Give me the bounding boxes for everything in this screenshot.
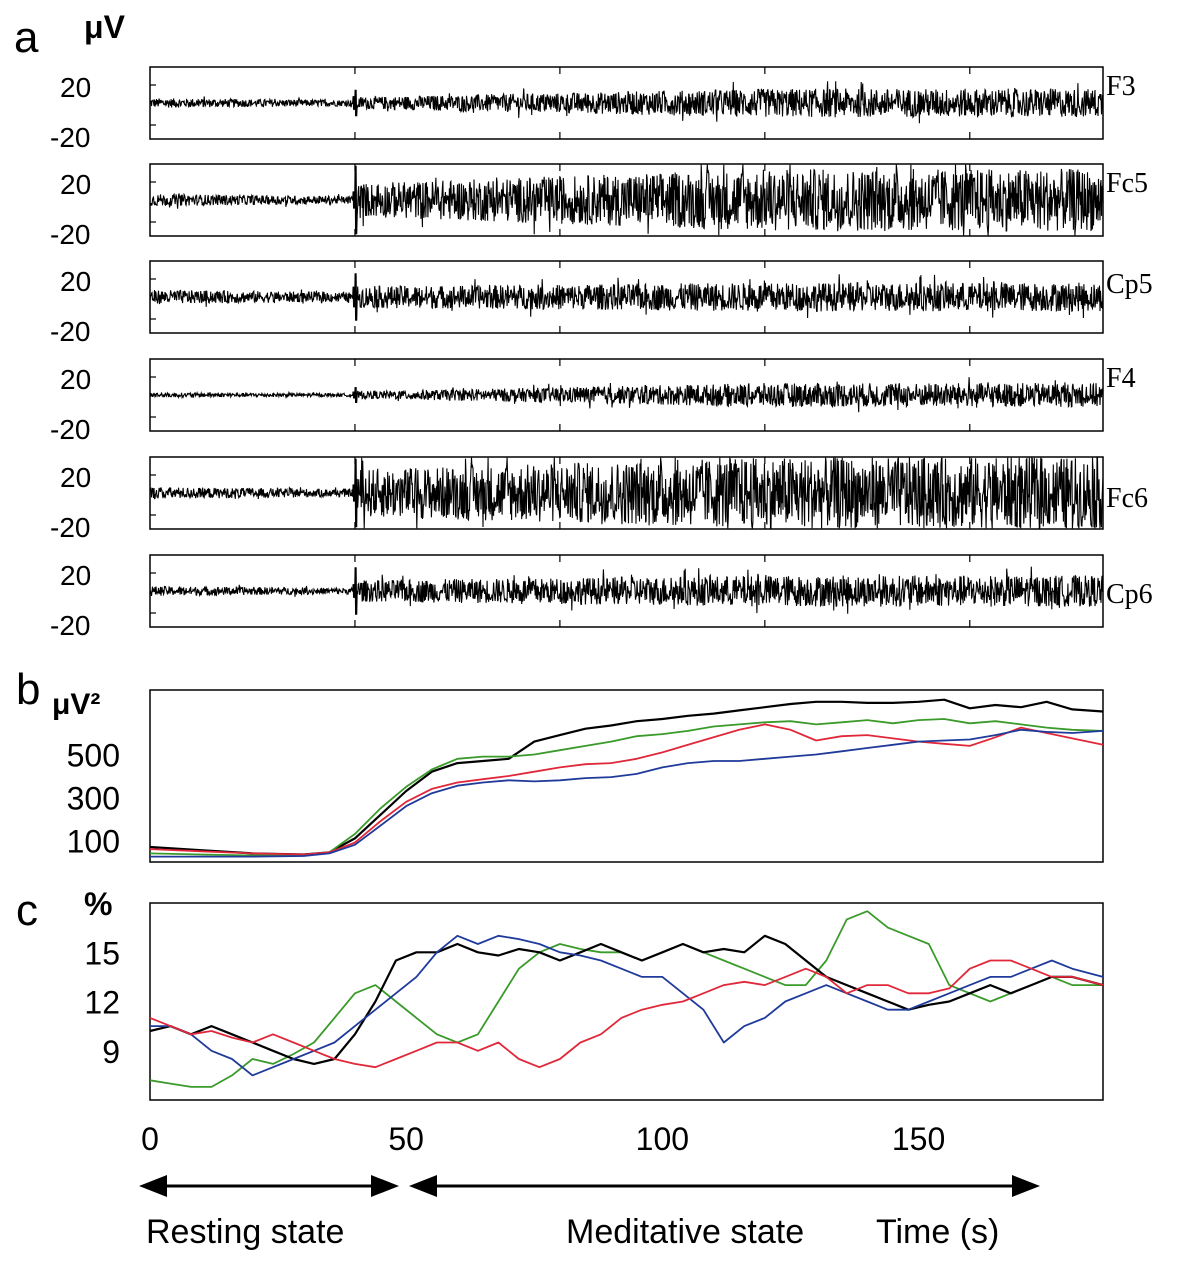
percent-panel-ytick-label: 9 [102, 1034, 120, 1070]
x-tick-label: 150 [892, 1121, 945, 1157]
meditative-state-label: Meditative state [566, 1213, 804, 1251]
x-tick-label: 50 [388, 1121, 424, 1157]
percent-panel-series-red [149, 959, 1104, 1069]
resting-state-label: Resting state [146, 1213, 344, 1251]
power-panel-series-blue [150, 728, 1104, 858]
eeg-frame [149, 358, 1104, 432]
eeg-trace-cp6 [149, 566, 1104, 615]
eeg-ytick-label: 20 [60, 364, 91, 395]
power-panel-frame [149, 689, 1104, 863]
channel-label-fc6: Fc6 [1106, 483, 1148, 514]
x-tick-label: 0 [141, 1121, 159, 1157]
eeg-ytick-label: -20 [50, 610, 90, 641]
percent-panel-series-blue [150, 934, 1104, 1077]
percent-panel-ytick-label: 12 [84, 985, 120, 1021]
eeg-trace-f3 [149, 81, 1104, 124]
channel-label-cp5: Cp5 [1106, 269, 1153, 300]
channel-label-f4: F4 [1106, 363, 1136, 394]
eeg-channel-f3: 20 -20 F3 [50, 66, 1136, 153]
panel-letter-b: b [16, 665, 40, 714]
power-panel-ytick-label: 300 [67, 781, 120, 817]
power-panel-series-red [149, 723, 1104, 856]
eeg-channel-cp5: 20 -20 Cp5 [50, 260, 1153, 347]
channel-label-fc5: Fc5 [1106, 168, 1148, 199]
percent-panel: 9 12 15 [84, 902, 1104, 1101]
eeg-ytick-label: 20 [60, 266, 91, 297]
eeg-trace-fc5 [149, 164, 1104, 236]
eeg-channel-cp6: 20 -20 Cp6 [50, 554, 1153, 641]
eeg-unit-label: μV [84, 9, 126, 45]
percent-panel-series-black [149, 934, 1104, 1066]
eeg-ytick-label: -20 [50, 512, 90, 543]
eeg-ytick-label: 20 [60, 169, 91, 200]
channel-label-f3: F3 [1106, 71, 1136, 102]
eeg-ytick-label: 20 [60, 462, 91, 493]
eeg-trace-fc6 [149, 456, 1104, 529]
eeg-ytick-label: 20 [60, 560, 91, 591]
resting-arrow [139, 1175, 399, 1197]
eeg-ytick-label: 20 [60, 72, 91, 103]
percent-panel-frame [149, 902, 1104, 1101]
channel-label-cp6: Cp6 [1106, 579, 1153, 610]
eeg-panel: 20-20F320-20Fc520-20Cp520-20F420-20Fc620… [50, 66, 1153, 641]
eeg-channel-fc5: 20 -20 Fc5 [50, 163, 1148, 250]
power-panel: 100 300 500 [67, 689, 1104, 863]
eeg-ytick-label: -20 [50, 414, 90, 445]
power-panel-series-black [149, 698, 1104, 856]
percent-panel-ytick-label: 15 [84, 935, 120, 971]
meditative-arrow [409, 1175, 1040, 1197]
eeg-trace-cp5 [149, 273, 1104, 321]
x-tick-label: 100 [636, 1121, 689, 1157]
eeg-trace-f4 [149, 377, 1104, 413]
eeg-ytick-label: -20 [50, 316, 90, 347]
panel-letter-a: a [14, 13, 39, 62]
percent-panel-series-green [149, 910, 1103, 1088]
eeg-ytick-label: -20 [50, 219, 90, 250]
power-panel-series-green [149, 718, 1104, 857]
panel-letter-c: c [16, 886, 38, 935]
eeg-channel-f4: 20 -20 F4 [50, 358, 1136, 445]
x-axis-ticks: 0 50 100 150 [141, 1121, 945, 1157]
x-axis-label: Time (s) [876, 1213, 999, 1251]
power-panel-ytick-label: 100 [67, 824, 120, 860]
eeg-ytick-label: -20 [50, 122, 90, 153]
eeg-frame [149, 456, 1104, 530]
percent-unit-label: % [84, 886, 112, 922]
power-panel-ytick-label: 500 [67, 738, 120, 774]
power-unit-label: μV² [52, 688, 100, 721]
eeg-channel-fc6: 20 -20 Fc6 [50, 456, 1148, 543]
